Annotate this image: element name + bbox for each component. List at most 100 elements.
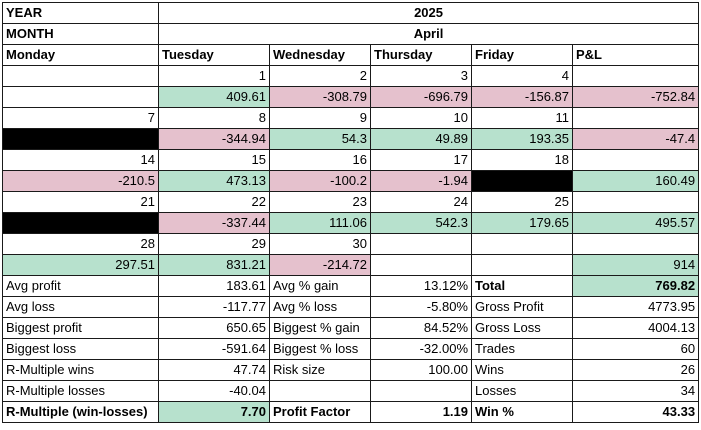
table-row: 409.61 -308.79 -696.79 -156.87 -752.84 <box>2 86 700 108</box>
cell: Monday <box>2 44 159 66</box>
cell: -117.77 <box>158 296 270 318</box>
cell <box>571 191 700 213</box>
cell: Biggest % gain <box>269 317 371 339</box>
cell: Wednesday <box>269 44 371 66</box>
cell: 34 <box>571 380 700 402</box>
cell: 769.82 <box>571 275 700 297</box>
cell: 22 <box>158 191 270 213</box>
cell: -308.79 <box>269 86 371 108</box>
cell: -40.04 <box>158 380 270 402</box>
cell: 111.06 <box>269 212 371 234</box>
cell: -210.5 <box>2 170 159 192</box>
cell: 495.57 <box>571 212 700 234</box>
cell: Losses <box>471 380 573 402</box>
cell: R-Multiple wins <box>2 359 159 381</box>
cell: 15 <box>158 149 270 171</box>
table-row: YEAR 2025 <box>2 2 700 24</box>
cell: 26 <box>571 359 700 381</box>
cell: -214.72 <box>269 254 371 276</box>
cell: -1.94 <box>370 170 472 192</box>
cell: Tuesday <box>158 44 270 66</box>
cell: 49.89 <box>370 128 472 150</box>
cell: 100.00 <box>370 359 472 381</box>
cell: 542.3 <box>370 212 472 234</box>
cell: 18 <box>471 149 573 171</box>
cell: Trades <box>471 338 573 360</box>
table-row: -210.5 473.13 -100.2 -1.94 160.49 <box>2 170 700 192</box>
cell: 473.13 <box>158 170 270 192</box>
cell <box>370 254 472 276</box>
cell: 14 <box>2 149 159 171</box>
cell: 21 <box>2 191 159 213</box>
cell: -5.80% <box>370 296 472 318</box>
cell: 2 <box>269 65 371 87</box>
table-row: -344.94 54.3 49.89 193.35 -47.4 <box>2 128 700 150</box>
cell: April <box>157 23 700 45</box>
cell: 43.33 <box>571 401 700 423</box>
cell <box>2 65 159 87</box>
cell: Avg loss <box>2 296 159 318</box>
cell: 24 <box>370 191 472 213</box>
cell <box>471 233 573 255</box>
table-row: Biggest profit 650.65 Biggest % gain 84.52%… <box>2 317 700 339</box>
cell <box>571 233 700 255</box>
cell: 2025 <box>157 2 700 24</box>
cell: Avg % gain <box>269 275 371 297</box>
cell: 179.65 <box>471 212 573 234</box>
cell: 4773.95 <box>571 296 700 318</box>
table-row: 28 29 30 <box>2 233 700 255</box>
cell: 831.21 <box>158 254 270 276</box>
cell: 10 <box>370 107 472 129</box>
table-row: Avg profit 183.61 Avg % gain 13.12% Total 769… <box>2 275 700 297</box>
cell: R-Multiple (win-losses) <box>2 401 159 423</box>
cell <box>571 65 700 87</box>
cell: 297.51 <box>2 254 159 276</box>
table-row: 7 8 9 10 11 <box>2 107 700 129</box>
cell: -100.2 <box>269 170 371 192</box>
cell: -591.64 <box>158 338 270 360</box>
cell: YEAR <box>2 2 159 24</box>
cell: Wins <box>471 359 573 381</box>
cell: 8 <box>158 107 270 129</box>
cell: 54.3 <box>269 128 371 150</box>
table-row: 21 22 23 24 25 <box>2 191 700 213</box>
cell: 9 <box>269 107 371 129</box>
table-row: MONTH April <box>2 23 700 45</box>
cell: Win % <box>471 401 573 423</box>
cell: 650.65 <box>158 317 270 339</box>
cell: 25 <box>471 191 573 213</box>
cell: 183.61 <box>158 275 270 297</box>
cell <box>370 233 472 255</box>
cell: 30 <box>269 233 371 255</box>
table-row: R-Multiple losses -40.04 Losses 34 <box>2 380 700 402</box>
cell: Avg profit <box>2 275 159 297</box>
cell: MONTH <box>2 23 159 45</box>
cell: 47.74 <box>158 359 270 381</box>
cell: 84.52% <box>370 317 472 339</box>
table-row: 297.51 831.21 -214.72 914 <box>2 254 700 276</box>
cell <box>571 107 700 129</box>
cell: 17 <box>370 149 472 171</box>
cell: Gross Profit <box>471 296 573 318</box>
cell: Biggest profit <box>2 317 159 339</box>
cell <box>471 254 573 276</box>
cell: 4004.13 <box>571 317 700 339</box>
cell: 4 <box>471 65 573 87</box>
pnl-table: YEAR 2025 MONTH April Monday Tuesday Wednesday… <box>2 2 700 423</box>
cell: 60 <box>571 338 700 360</box>
cell: Friday <box>471 44 573 66</box>
cell <box>370 380 472 402</box>
cell: 16 <box>269 149 371 171</box>
table-row: Biggest loss -591.64 Biggest % loss -32.00%… <box>2 338 700 360</box>
table-row: Avg loss -117.77 Avg % loss -5.80% Gross Pro… <box>2 296 700 318</box>
cell: -344.94 <box>158 128 270 150</box>
cell: 13.12% <box>370 275 472 297</box>
cell: -752.84 <box>571 86 700 108</box>
cell: R-Multiple losses <box>2 380 159 402</box>
cell: Thursday <box>370 44 472 66</box>
cell: 7.70 <box>158 401 270 423</box>
cell: -47.4 <box>571 128 700 150</box>
table-row: Monday Tuesday Wednesday Thursday Friday P&L <box>2 44 700 66</box>
